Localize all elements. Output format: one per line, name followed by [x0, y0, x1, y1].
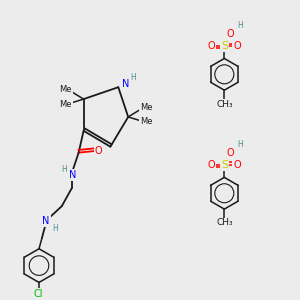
Text: H: H: [237, 21, 243, 30]
Text: N: N: [69, 170, 76, 180]
Text: S: S: [221, 40, 228, 51]
Text: O: O: [208, 40, 215, 51]
Text: O: O: [208, 160, 215, 170]
Text: S: S: [221, 160, 228, 170]
Text: H: H: [61, 165, 67, 174]
Text: H: H: [237, 140, 243, 149]
Text: N: N: [42, 216, 50, 226]
Text: Me: Me: [59, 100, 72, 109]
Text: O: O: [233, 40, 241, 51]
Text: CH₃: CH₃: [216, 100, 232, 109]
Text: O: O: [95, 146, 102, 156]
Text: Me: Me: [59, 85, 72, 94]
Text: N: N: [122, 79, 129, 89]
Text: CH₃: CH₃: [216, 218, 232, 227]
Text: O: O: [233, 160, 241, 170]
Text: H: H: [52, 224, 58, 233]
Text: Me: Me: [140, 117, 152, 126]
Text: O: O: [226, 29, 234, 39]
Text: Me: Me: [140, 103, 152, 112]
Text: Cl: Cl: [33, 289, 43, 299]
Text: O: O: [226, 148, 234, 158]
Text: H: H: [130, 73, 136, 82]
